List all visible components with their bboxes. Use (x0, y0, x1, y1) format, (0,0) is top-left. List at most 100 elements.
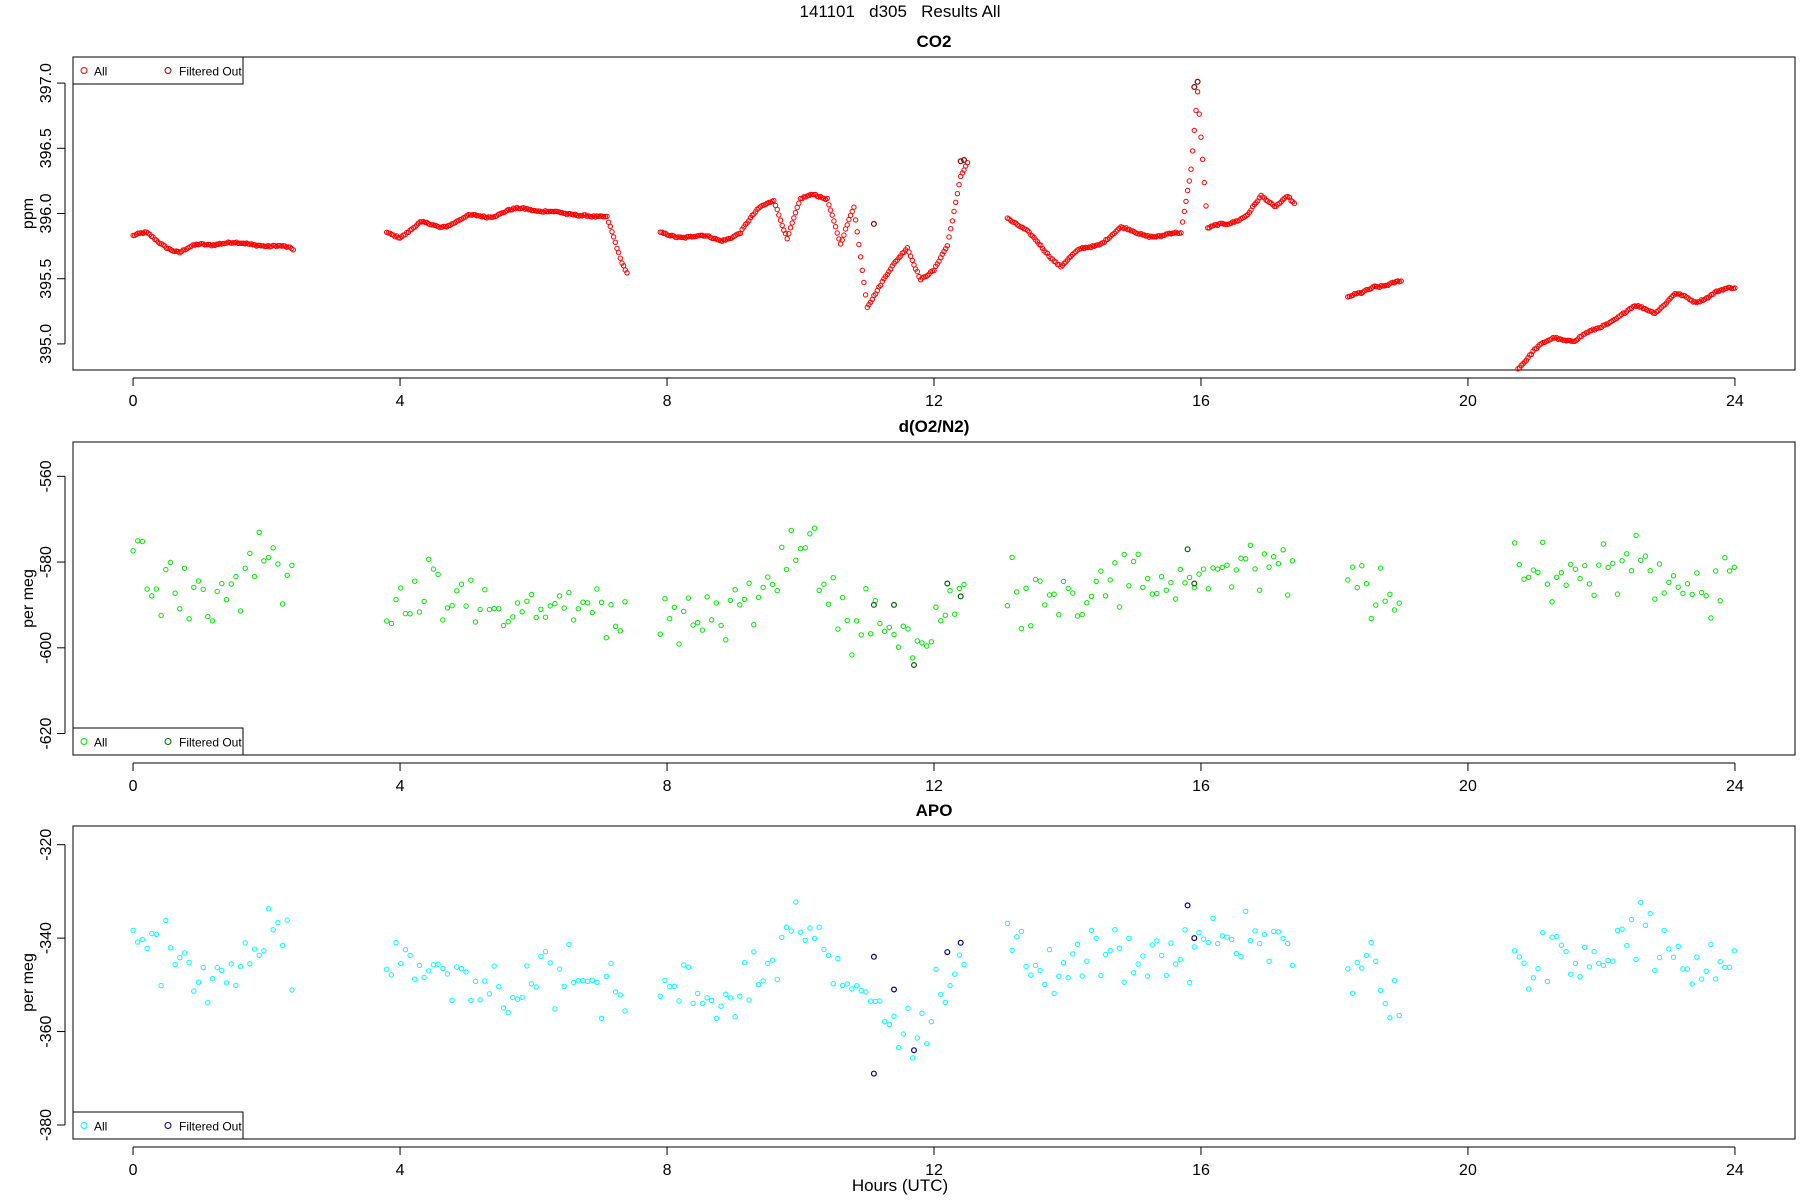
data-point (776, 212, 782, 218)
data-point (289, 987, 295, 993)
data-point (953, 199, 959, 206)
data-point (458, 581, 465, 587)
data-point (529, 207, 535, 214)
data-point (732, 1014, 738, 1020)
data-point (1135, 551, 1141, 557)
data-point (954, 191, 961, 197)
data-point (514, 996, 521, 1002)
data-point (1009, 554, 1015, 561)
data-point (612, 239, 618, 246)
data-point (1656, 954, 1663, 961)
data-point (238, 240, 245, 247)
data-point (1200, 936, 1207, 942)
data-point (510, 994, 516, 1001)
data-point (1084, 958, 1090, 964)
data-point (1154, 590, 1160, 597)
data-point (589, 977, 595, 983)
data-point (1126, 935, 1132, 942)
data-point (575, 606, 581, 612)
data-point (1661, 590, 1667, 596)
data-point (1065, 975, 1071, 981)
data-point (1183, 198, 1189, 205)
data-point (1554, 933, 1560, 940)
x-tick-label: 8 (663, 1162, 672, 1179)
data-point (831, 218, 837, 224)
data-point (584, 978, 591, 984)
data-point (130, 927, 136, 934)
data-point (1215, 940, 1221, 947)
data-point (1620, 310, 1626, 316)
data-point (1060, 960, 1067, 966)
data-point (1666, 579, 1672, 586)
data-point (1113, 228, 1119, 235)
data-point (1540, 539, 1546, 545)
data-point (1521, 960, 1527, 966)
data-point (952, 971, 958, 977)
data-point (1577, 974, 1583, 980)
data-point (163, 566, 169, 573)
legend-label-all: All (94, 1120, 107, 1134)
data-point (604, 213, 610, 220)
data-point (852, 217, 859, 223)
data-point (755, 594, 762, 600)
data-point (388, 972, 395, 978)
data-point (135, 230, 141, 236)
data-point (1280, 547, 1286, 553)
data-point (181, 950, 188, 956)
data-point (782, 230, 789, 237)
filtered-point (890, 986, 897, 993)
data-point (1717, 598, 1723, 604)
data-point (769, 957, 776, 963)
data-point (1728, 285, 1735, 291)
data-point (1563, 582, 1569, 588)
data-point (505, 1009, 511, 1016)
data-point (468, 577, 474, 583)
data-point (279, 601, 286, 607)
data-point (671, 983, 678, 989)
data-point (205, 1000, 211, 1006)
data-point (792, 210, 799, 216)
data-point (657, 993, 663, 999)
filtered-point (1191, 83, 1198, 90)
legend-marker-filtered (164, 67, 172, 74)
data-point (289, 562, 295, 568)
data-point (458, 966, 465, 972)
data-point (1618, 311, 1625, 318)
data-point (816, 587, 822, 593)
data-point (195, 979, 202, 985)
data-point (566, 589, 572, 596)
data-point (1182, 927, 1188, 933)
data-point (1094, 242, 1101, 248)
data-point (619, 260, 625, 266)
data-point (1191, 944, 1198, 950)
data-point (657, 631, 663, 637)
data-point (528, 981, 535, 987)
y-tick-label: -340 (38, 922, 55, 954)
data-point (515, 205, 522, 212)
data-point (384, 618, 390, 624)
data-point (825, 601, 832, 607)
data-point (737, 993, 743, 999)
data-point (426, 968, 432, 974)
data-point (519, 994, 525, 1000)
data-point (1530, 975, 1537, 981)
data-point (737, 602, 743, 608)
data-point (839, 594, 846, 601)
data-point (1661, 927, 1667, 934)
data-point (1177, 566, 1184, 573)
data-point (1558, 942, 1565, 948)
data-point (412, 578, 418, 584)
data-point (1051, 990, 1057, 997)
data-point (1391, 978, 1398, 984)
data-point (849, 986, 855, 992)
y-axis-label: per meg (20, 569, 37, 628)
data-point (1042, 602, 1048, 608)
data-point (584, 600, 591, 606)
data-point (233, 982, 239, 989)
data-point (679, 234, 685, 241)
data-point (1285, 940, 1291, 947)
chart-title: CO2 (917, 32, 952, 51)
data-point (751, 949, 757, 955)
data-point (1684, 581, 1691, 587)
data-point (1126, 583, 1132, 589)
